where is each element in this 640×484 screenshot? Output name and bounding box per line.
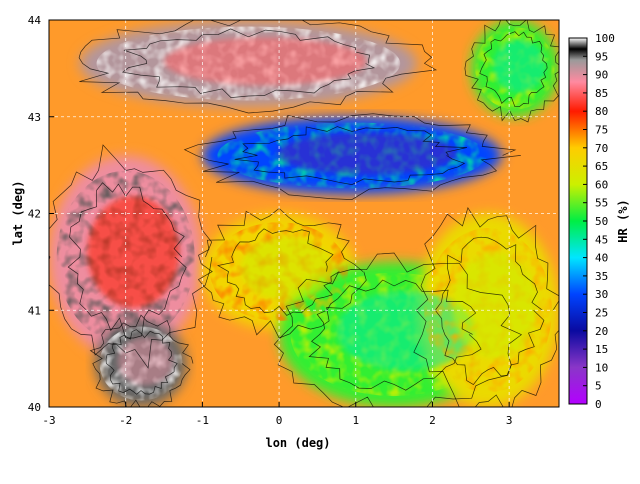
colorbar-tick-label: 45 <box>595 233 608 246</box>
x-tick-label: 3 <box>506 414 513 427</box>
x-tick-label: 0 <box>276 414 283 427</box>
x-tick-label: -2 <box>119 414 132 427</box>
y-tick-label: 41 <box>28 304 41 317</box>
x-tick-label: 1 <box>352 414 359 427</box>
colorbar-tick-label: 60 <box>595 178 608 191</box>
humidity-region-core <box>240 236 333 301</box>
colorbar-ticks: 0 5 10 15 20 25 30 35 40 45 50 55 60 65 70 75 80 85 90 95 10… <box>583 32 615 411</box>
colorbar-tick-label: 15 <box>595 343 608 356</box>
terrain-contour <box>273 252 523 407</box>
colorbar-tick-label: 90 <box>595 69 608 82</box>
humidity-region-core <box>87 196 180 308</box>
colorbar-tick-label: 80 <box>595 105 608 118</box>
x-axis-label: lon (deg) <box>265 436 330 450</box>
colorbar-tick-label: 70 <box>595 142 608 155</box>
colorbar-tick-label: 75 <box>595 124 608 137</box>
colorbar-tick-label: 85 <box>595 87 608 100</box>
colorbar-tick-label: 25 <box>595 307 608 320</box>
terrain-contour <box>308 279 482 391</box>
y-tick-label: 40 <box>28 401 41 414</box>
heatmap-field <box>49 20 559 407</box>
humidity-speckle <box>56 26 555 401</box>
y-tick-label: 43 <box>28 111 41 124</box>
colorbar-tick-label: 40 <box>595 252 608 265</box>
terrain-contour <box>183 113 521 200</box>
terrain-contour <box>49 144 213 369</box>
colorbar-tick-label: 95 <box>595 50 608 63</box>
colorbar-tick-label: 50 <box>595 215 608 228</box>
x-tick-label: -1 <box>196 414 209 427</box>
colorbar-tick-label: 20 <box>595 325 608 338</box>
x-tick-label: -3 <box>42 414 55 427</box>
colorbar: 0 5 10 15 20 25 30 35 40 45 50 55 60 65 70 75 80 85 90 95 10… <box>568 32 630 411</box>
terrain-contour <box>121 28 376 98</box>
colorbar-label: HR (%) <box>616 199 630 242</box>
terrain-contours <box>49 20 559 407</box>
colorbar-tick-label: 55 <box>595 197 608 210</box>
terrain-contour <box>67 182 187 339</box>
terrain-contour <box>197 207 367 339</box>
humidity-region-core <box>492 39 546 93</box>
colorbar-tick-label: 10 <box>595 361 608 374</box>
humidity-region-core <box>452 252 538 359</box>
y-axis: 40 41 42 43 44 <box>28 14 54 414</box>
colorbar-tick-label: 5 <box>595 380 602 393</box>
y-axis-label: lat (deg) <box>11 180 25 245</box>
colorbar-tick-label: 65 <box>595 160 608 173</box>
humidity-region-core <box>164 37 367 86</box>
terrain-contour <box>479 31 548 108</box>
terrain-contour <box>217 228 340 316</box>
humidity-region-core <box>277 132 457 175</box>
colorbar-tick-label: 35 <box>595 270 608 283</box>
terrain-contour <box>78 20 438 114</box>
terrain-contour <box>464 20 559 123</box>
terrain-contour <box>89 314 194 407</box>
x-axis: -3 -2 -1 0 1 2 3 <box>42 402 512 427</box>
humidity-region-core <box>118 337 174 386</box>
colorbar-tick-label: 30 <box>595 288 608 301</box>
terrain-contour <box>105 329 178 395</box>
y-tick-label: 44 <box>28 14 42 27</box>
colorbar-tick-label: 0 <box>595 398 602 411</box>
terrain-contour <box>234 126 468 185</box>
y-tick-label: 42 <box>28 208 41 221</box>
plot-grid <box>49 20 559 407</box>
x-tick-label: 2 <box>429 414 436 427</box>
colorbar-tick-label: 100 <box>595 32 615 45</box>
